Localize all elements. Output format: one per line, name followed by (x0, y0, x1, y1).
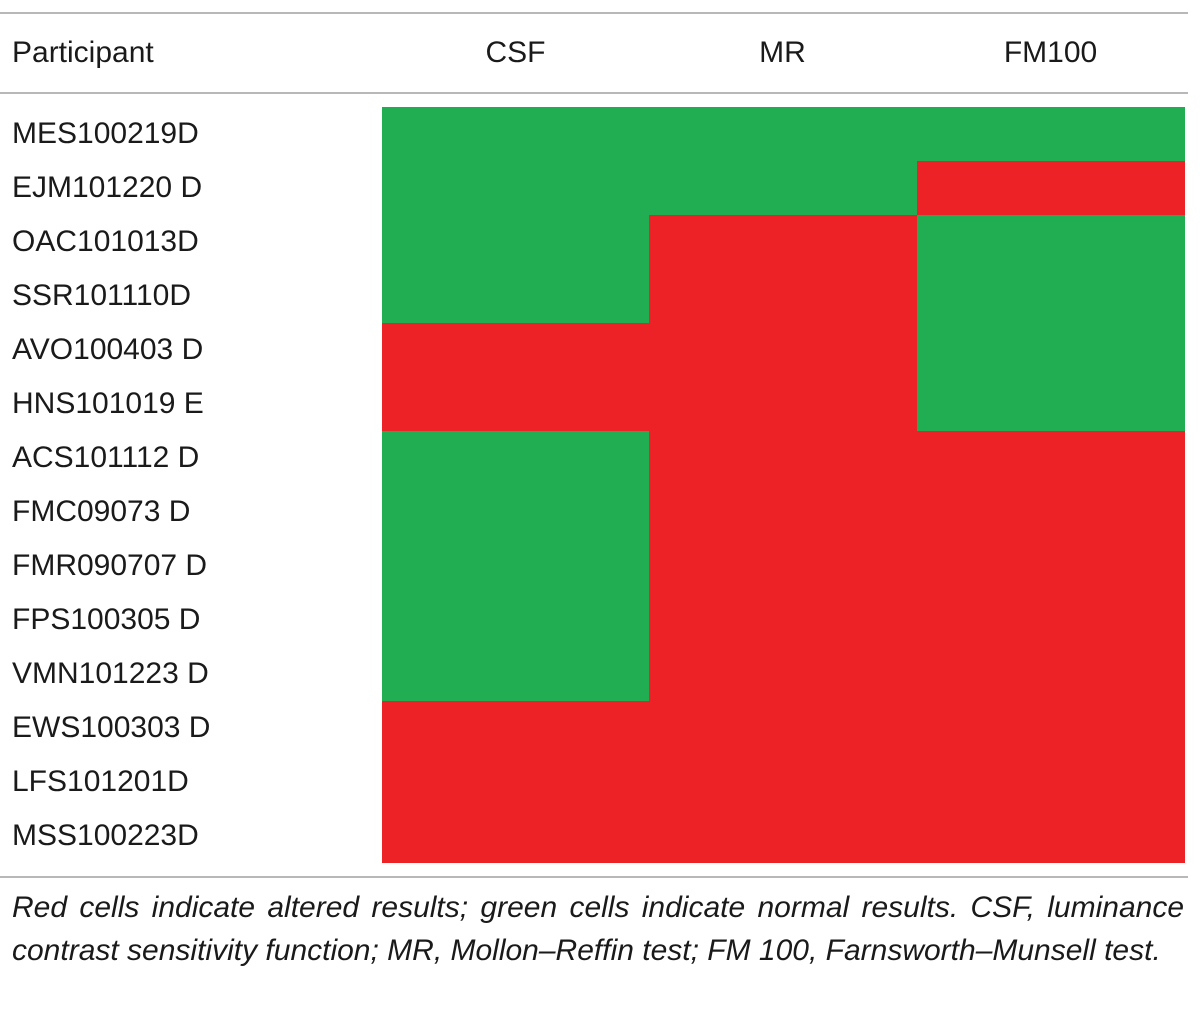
table-row: FMC09073 D (0, 485, 1188, 539)
result-cell-fm100-altered (917, 755, 1185, 809)
result-cell-fm100-normal (917, 215, 1185, 269)
result-cell-fm100-altered (917, 161, 1185, 215)
table-row: SSR101110D (0, 269, 1188, 323)
participant-label: MES100219D (12, 117, 199, 150)
result-cell-csf-altered (382, 377, 649, 431)
participant-label: HNS101019 E (12, 387, 204, 420)
result-cell-fm100-altered (917, 647, 1185, 701)
header-mr: MR (759, 36, 806, 69)
participant-label: EJM101220 D (12, 171, 203, 204)
result-cell-mr-normal (649, 107, 917, 161)
result-cell-csf-normal (382, 647, 649, 701)
table-row: FPS100305 D (0, 593, 1188, 647)
table-row: ACS101112 D (0, 431, 1188, 485)
table-footnote: Red cells indicate altered results; gree… (12, 891, 1184, 967)
result-cell-mr-altered (649, 485, 917, 539)
participant-label: ACS101112 D (12, 441, 200, 474)
result-cell-mr-altered (649, 647, 917, 701)
result-cell-csf-normal (382, 215, 649, 269)
result-cell-fm100-altered (917, 485, 1185, 539)
result-cell-mr-altered (649, 593, 917, 647)
result-cell-fm100-normal (917, 377, 1185, 431)
participant-label: OAC101013D (12, 225, 199, 258)
result-cell-csf-normal (382, 161, 649, 215)
table-body: MES100219D EJM101220 D OAC101013D SSR101110… (0, 107, 1188, 863)
result-cell-csf-altered (382, 809, 649, 863)
participant-label: MSS100223D (12, 819, 199, 852)
result-cell-csf-normal (382, 269, 649, 323)
header-fm100: FM100 (1003, 36, 1098, 69)
result-cell-csf-normal (382, 539, 649, 593)
participant-label: SSR101110D (12, 279, 192, 312)
result-cell-mr-altered (649, 377, 917, 431)
result-cell-csf-normal (382, 107, 649, 161)
result-cell-fm100-altered (917, 593, 1185, 647)
table-row: EWS100303 D (0, 701, 1188, 755)
result-cell-mr-altered (649, 431, 917, 485)
result-cell-mr-altered (649, 323, 917, 377)
table-row: AVO100403 D (0, 323, 1188, 377)
table-header: Participant CSF MR FM100 (0, 14, 1188, 92)
result-cell-fm100-normal (917, 107, 1185, 161)
table-row: FMR090707 D (0, 539, 1188, 593)
result-cell-fm100-normal (917, 323, 1185, 377)
participant-label: FMR090707 D (12, 549, 208, 582)
participant-label: FPS100305 D (12, 603, 201, 636)
table-top-rule (0, 12, 1188, 14)
result-cell-csf-normal (382, 593, 649, 647)
result-cell-csf-altered (382, 701, 649, 755)
participant-label: EWS100303 D (12, 711, 211, 744)
result-cell-mr-altered (649, 269, 917, 323)
table-header-rule (0, 92, 1188, 94)
table-row: EJM101220 D (0, 161, 1188, 215)
table-row: MSS100223D (0, 809, 1188, 863)
table-row: LFS101201D (0, 755, 1188, 809)
result-cell-mr-altered (649, 701, 917, 755)
result-cell-mr-altered (649, 539, 917, 593)
result-cell-csf-normal (382, 485, 649, 539)
result-cell-fm100-altered (917, 539, 1185, 593)
result-cell-fm100-altered (917, 809, 1185, 863)
header-participant: Participant (12, 36, 154, 69)
participant-label: VMN101223 D (12, 657, 209, 690)
participant-label: FMC09073 D (12, 495, 191, 528)
result-cell-fm100-altered (917, 701, 1185, 755)
result-cell-mr-altered (649, 809, 917, 863)
result-cell-mr-altered (649, 215, 917, 269)
participant-label: AVO100403 D (12, 333, 204, 366)
table-row: OAC101013D (0, 215, 1188, 269)
result-cell-fm100-normal (917, 269, 1185, 323)
participant-label: LFS101201D (12, 765, 189, 798)
table-row: VMN101223 D (0, 647, 1188, 701)
header-csf: CSF (485, 36, 546, 69)
table-row: MES100219D (0, 107, 1188, 161)
result-cell-fm100-altered (917, 431, 1185, 485)
table-row: HNS101019 E (0, 377, 1188, 431)
result-cell-csf-altered (382, 755, 649, 809)
result-cell-mr-normal (649, 161, 917, 215)
result-cell-csf-altered (382, 323, 649, 377)
result-cell-mr-altered (649, 755, 917, 809)
table-bottom-rule (0, 876, 1188, 878)
result-cell-csf-normal (382, 431, 649, 485)
